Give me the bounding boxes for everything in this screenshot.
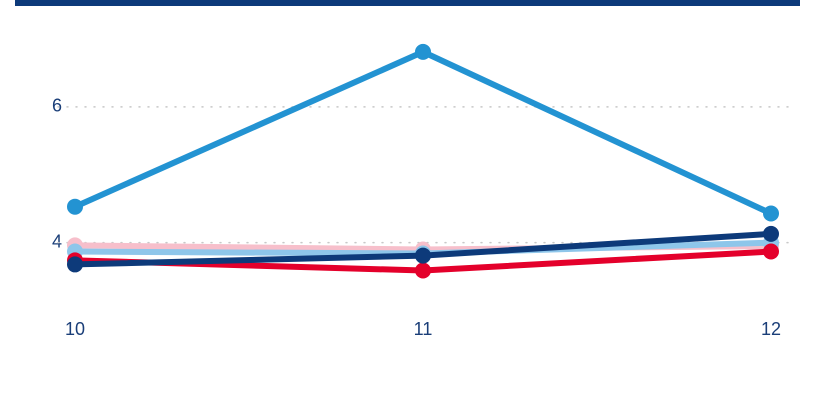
point [415, 262, 431, 279]
point [415, 247, 431, 264]
x-tick-label: 10 [65, 319, 85, 339]
top-bar [15, 0, 800, 6]
point [763, 243, 779, 260]
point [415, 43, 431, 60]
point [67, 198, 83, 215]
series-line [72, 48, 774, 217]
point [763, 205, 779, 222]
x-tick-label: 11 [414, 319, 433, 339]
y-tick-label: 4 [52, 231, 62, 251]
x-tick-label: 12 [761, 319, 781, 339]
point [67, 256, 83, 273]
point [763, 225, 779, 242]
y-tick-label: 6 [52, 96, 62, 116]
